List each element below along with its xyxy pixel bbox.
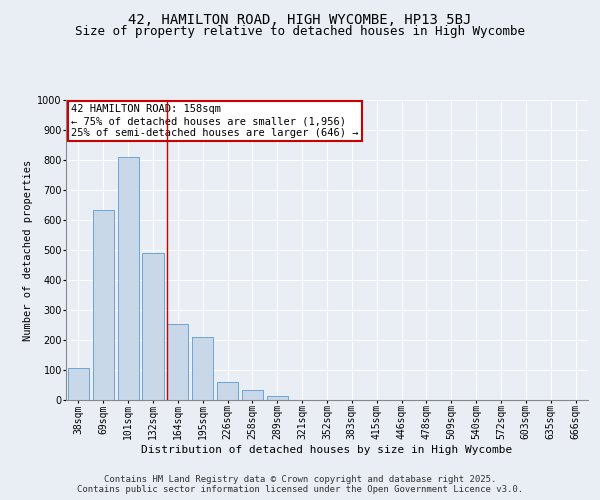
Text: 42, HAMILTON ROAD, HIGH WYCOMBE, HP13 5BJ: 42, HAMILTON ROAD, HIGH WYCOMBE, HP13 5B… — [128, 12, 472, 26]
Text: 42 HAMILTON ROAD: 158sqm
← 75% of detached houses are smaller (1,956)
25% of sem: 42 HAMILTON ROAD: 158sqm ← 75% of detach… — [71, 104, 359, 138]
Bar — [192, 337, 213, 400]
Bar — [142, 253, 164, 400]
Bar — [267, 396, 288, 400]
Bar — [242, 390, 263, 400]
Bar — [167, 324, 188, 400]
Text: Contains HM Land Registry data © Crown copyright and database right 2025.
Contai: Contains HM Land Registry data © Crown c… — [77, 474, 523, 494]
Text: Size of property relative to detached houses in High Wycombe: Size of property relative to detached ho… — [75, 25, 525, 38]
Bar — [217, 382, 238, 400]
Bar — [68, 368, 89, 400]
Y-axis label: Number of detached properties: Number of detached properties — [23, 160, 33, 340]
X-axis label: Distribution of detached houses by size in High Wycombe: Distribution of detached houses by size … — [142, 445, 512, 455]
Bar — [93, 210, 114, 400]
Bar — [118, 157, 139, 400]
